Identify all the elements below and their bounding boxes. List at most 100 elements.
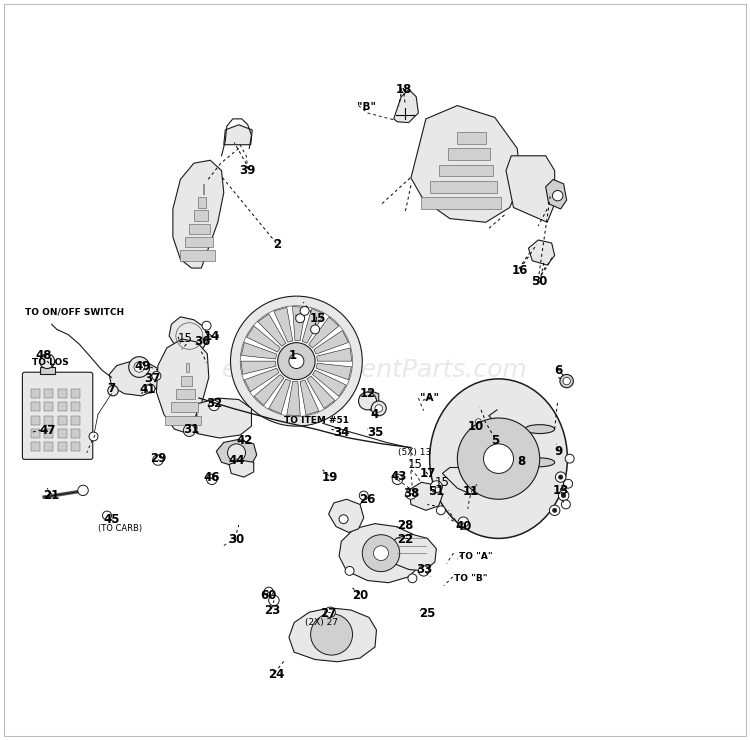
Text: 13: 13 [553, 484, 568, 497]
Polygon shape [328, 500, 364, 533]
Text: "A": "A" [420, 393, 439, 403]
Text: 4: 4 [370, 408, 379, 421]
Circle shape [375, 405, 382, 412]
Circle shape [264, 587, 273, 596]
Polygon shape [173, 161, 223, 268]
Text: 24: 24 [268, 667, 284, 681]
Polygon shape [242, 343, 277, 359]
Polygon shape [292, 306, 306, 340]
Circle shape [564, 480, 573, 488]
Text: 17: 17 [419, 467, 436, 480]
Polygon shape [339, 524, 422, 582]
Circle shape [345, 567, 354, 575]
Polygon shape [525, 429, 555, 462]
Polygon shape [31, 416, 40, 425]
Text: 42: 42 [236, 434, 253, 447]
Polygon shape [258, 314, 286, 346]
Circle shape [392, 474, 403, 485]
Circle shape [268, 595, 279, 605]
Polygon shape [411, 106, 521, 222]
Text: 41: 41 [140, 383, 155, 396]
Circle shape [108, 386, 118, 396]
Text: 30: 30 [229, 534, 244, 546]
Polygon shape [394, 90, 418, 123]
Circle shape [209, 400, 219, 411]
Circle shape [484, 444, 514, 474]
FancyBboxPatch shape [22, 372, 93, 460]
Circle shape [289, 354, 304, 369]
Circle shape [358, 392, 376, 410]
Text: (5X) 13: (5X) 13 [398, 448, 431, 457]
Text: 12: 12 [359, 387, 376, 400]
Polygon shape [307, 376, 335, 408]
Text: 46: 46 [203, 471, 220, 484]
Polygon shape [198, 197, 206, 207]
Text: 14: 14 [203, 330, 220, 343]
Circle shape [325, 607, 335, 617]
Circle shape [556, 472, 566, 482]
Polygon shape [302, 309, 324, 343]
Text: 15: 15 [178, 332, 193, 345]
Polygon shape [241, 361, 276, 374]
Circle shape [40, 354, 55, 369]
Circle shape [240, 306, 352, 417]
Text: 1: 1 [289, 349, 297, 362]
Polygon shape [430, 181, 497, 192]
Polygon shape [184, 237, 212, 247]
Circle shape [230, 296, 362, 426]
Text: 48: 48 [36, 349, 52, 362]
Circle shape [310, 325, 320, 334]
Text: 50: 50 [532, 275, 548, 288]
Polygon shape [274, 307, 292, 342]
Circle shape [359, 491, 368, 500]
Text: 15: 15 [310, 312, 326, 325]
Polygon shape [316, 363, 352, 380]
Polygon shape [458, 132, 486, 144]
Text: 18: 18 [395, 83, 412, 95]
Circle shape [430, 481, 442, 493]
Circle shape [371, 401, 386, 416]
Polygon shape [176, 389, 195, 399]
Polygon shape [506, 156, 555, 222]
Text: (TO CARB): (TO CARB) [98, 525, 142, 534]
Circle shape [183, 425, 195, 437]
Text: TO "B": TO "B" [454, 574, 487, 583]
Circle shape [153, 455, 164, 465]
Polygon shape [289, 608, 376, 662]
Circle shape [560, 374, 574, 388]
Circle shape [408, 574, 417, 582]
Polygon shape [71, 429, 80, 438]
Polygon shape [44, 416, 53, 425]
Text: 20: 20 [352, 589, 368, 602]
Text: 21: 21 [44, 489, 60, 502]
Circle shape [559, 491, 569, 501]
Circle shape [458, 517, 469, 528]
Circle shape [553, 508, 557, 513]
Polygon shape [58, 389, 67, 398]
Text: 38: 38 [403, 487, 419, 500]
Polygon shape [229, 460, 254, 477]
Polygon shape [31, 429, 40, 438]
Ellipse shape [525, 425, 555, 434]
Text: 11: 11 [463, 485, 479, 498]
Polygon shape [314, 331, 349, 354]
Circle shape [310, 613, 352, 655]
Circle shape [300, 306, 309, 315]
Circle shape [553, 190, 563, 201]
Text: 8: 8 [517, 455, 525, 468]
Text: 6: 6 [554, 363, 562, 377]
Text: 25: 25 [419, 608, 436, 620]
Polygon shape [44, 429, 53, 438]
Polygon shape [286, 382, 300, 416]
Circle shape [472, 416, 484, 428]
Circle shape [152, 371, 161, 380]
Circle shape [362, 535, 400, 571]
Text: 2: 2 [274, 238, 282, 251]
Circle shape [296, 314, 304, 323]
Circle shape [563, 377, 571, 385]
Text: 9: 9 [554, 445, 562, 458]
Text: 27: 27 [320, 608, 337, 620]
Polygon shape [194, 210, 208, 221]
Circle shape [476, 419, 482, 425]
Text: 32: 32 [207, 397, 223, 410]
